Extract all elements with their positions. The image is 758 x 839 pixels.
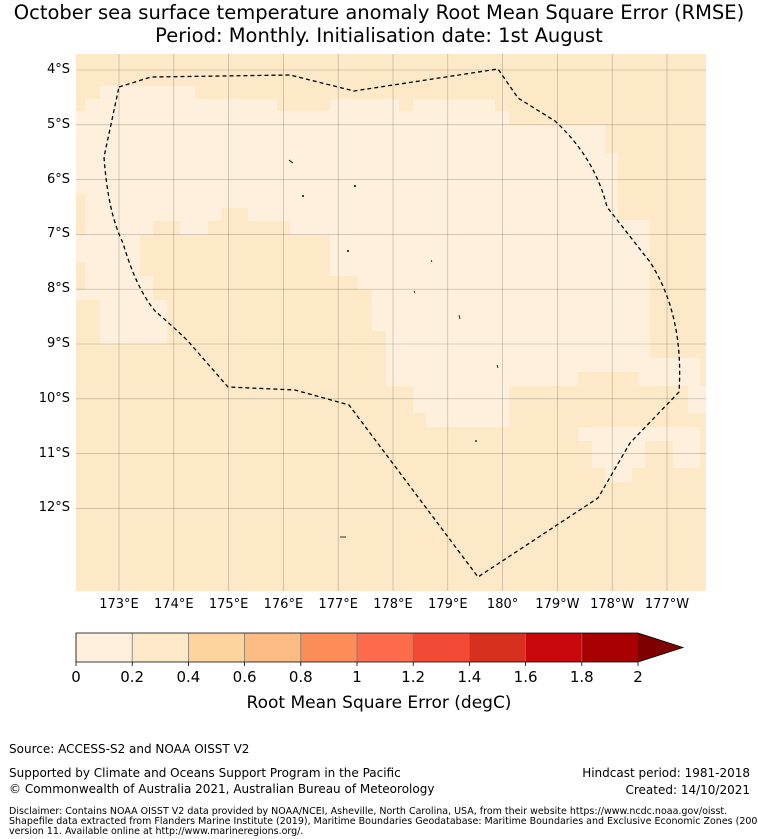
colorbar [75,632,685,666]
colorbar-swatch [76,633,133,662]
hindcast-period: Hindcast period: 1981-2018 [582,766,750,780]
disclaimer-line-1: Disclaimer: Contains NOAA OISST V2 data … [9,806,728,817]
colorbar-swatch [469,633,526,662]
lat-label: 4°S [46,62,70,77]
colorbar-tick-label: 1 [352,668,362,686]
lon-label: 178°E [373,597,413,612]
colorbar-swatch [413,633,470,662]
low-error-patch-edge [688,386,706,413]
disclaimer-line-2: Shapefile data extracted from Flanders M… [9,816,758,827]
eez-boundary [103,68,681,578]
lat-label: 10°S [38,390,70,406]
colorbar-tick-label: 2 [633,668,643,686]
lon-label: 173°E [99,597,139,612]
colorbar-tick-label: 0.4 [176,668,201,686]
lat-label: 8°S [46,281,70,297]
colorbar-swatch [188,633,245,662]
lon-label: 174°E [154,597,194,612]
colorbar-tick-label: 0.6 [232,668,257,686]
disclaimer-line-3: version 11. Available online at http://w… [9,826,304,837]
map-title: October sea surface temperature anomaly … [13,1,745,24]
map-grid [76,54,706,591]
islands [288,159,499,538]
lat-label: 7°S [46,226,70,242]
rmse-map [76,54,706,591]
colorbar-outline [75,632,685,663]
lon-label: 179°E [428,597,468,612]
colorbar-swatch [581,633,638,662]
lon-label: 177°E [318,597,358,612]
source-text: Source: ACCESS-S2 and NOAA OISST V2 [9,742,250,756]
lon-label: 180° [486,597,519,612]
colorbar-tick-label: 1.2 [401,668,426,686]
colorbar-swatch [525,633,582,662]
colorbar-tick-label: 0 [71,668,81,686]
lon-label: 178°W [590,597,635,612]
copyright-text: © Commonwealth of Australia 2021, Austra… [9,782,435,796]
support-text: Supported by Climate and Oceans Support … [9,766,401,780]
lat-label: 12°S [38,500,70,516]
lat-label: 6°S [46,171,70,187]
colorbar-swatch [300,633,357,662]
colorbar-tick-label: 1.6 [513,668,538,686]
colorbar-tick-label: 1.4 [457,668,482,686]
colorbar-tick-label: 0.2 [120,668,145,686]
colorbar-tick-label: 0.8 [288,668,313,686]
lat-label: 5°S [46,116,70,132]
colorbar-tick-label: 1.8 [569,668,594,686]
colorbar-extend-arrow [638,633,683,662]
lat-label: 9°S [46,336,70,351]
lon-label: 176°E [263,597,304,612]
colorbar-swatch [357,633,414,662]
lon-label: 177°W [644,597,690,612]
lon-label: 179°W [535,597,580,612]
created-date: Created: 14/10/2021 [625,783,750,797]
colorbar-label: Root Mean Square Error (degC) [246,693,512,713]
colorbar-swatch [244,633,301,662]
low-error-patch-east [578,427,700,482]
map-subtitle: Period: Monthly. Initialisation date: 1s… [155,24,603,47]
lon-label: 175°E [208,597,249,612]
lat-label: 11°S [38,445,70,461]
low-error-region [76,86,700,427]
colorbar-swatch [132,633,189,662]
